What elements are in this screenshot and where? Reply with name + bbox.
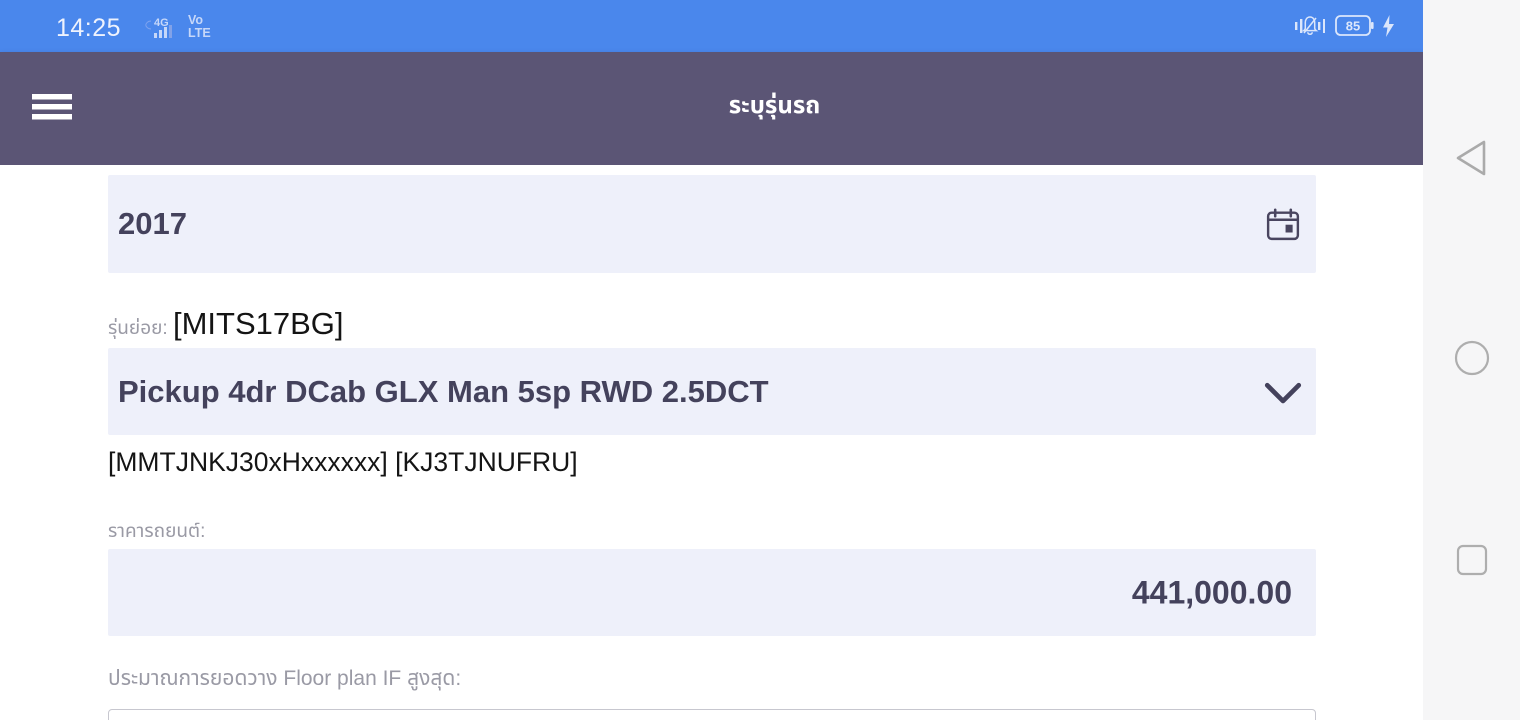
svg-text:85: 85 xyxy=(1346,19,1360,34)
